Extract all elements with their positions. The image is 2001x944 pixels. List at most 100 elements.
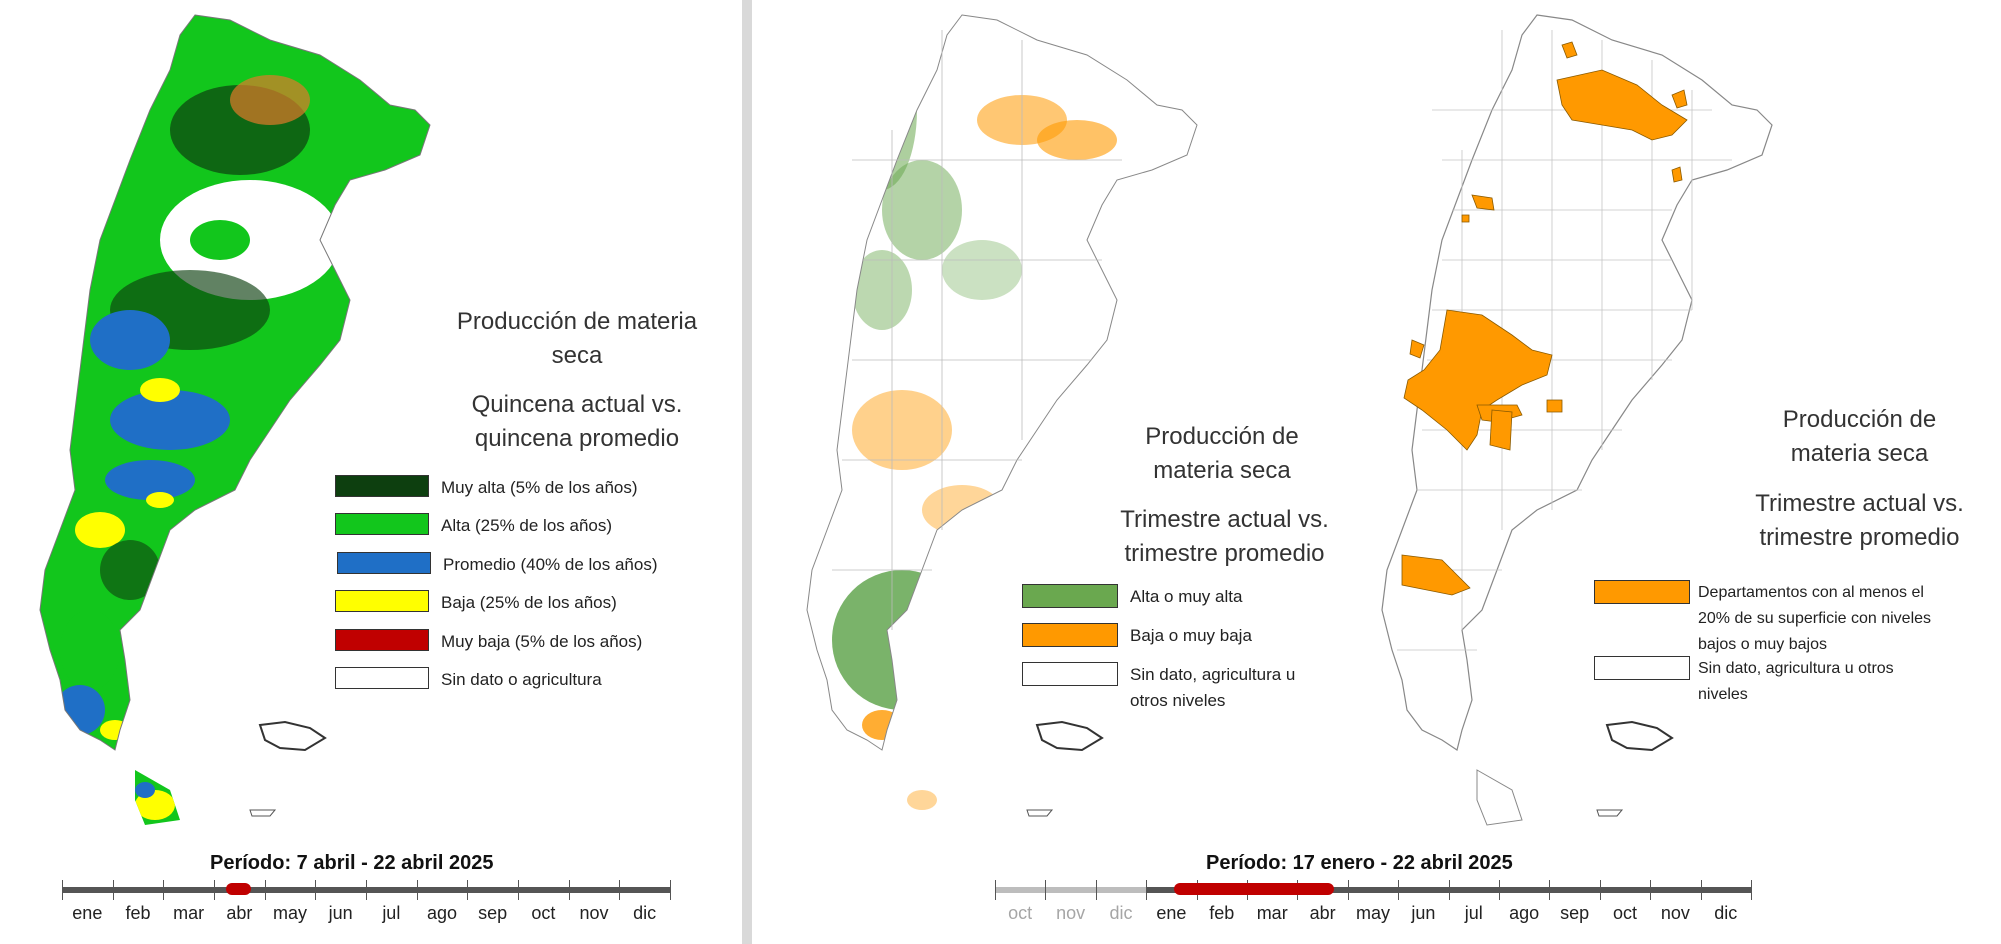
legend-swatch <box>337 552 431 574</box>
legend-swatch <box>1022 623 1118 647</box>
left-title-line1: Producción de materia <box>456 308 698 335</box>
legend-label-line2: otros niveles <box>1130 691 1226 710</box>
timeline-month-label: ene <box>72 903 103 923</box>
timeline-tick <box>619 880 621 900</box>
timeline-month-label: jun <box>1411 903 1436 923</box>
timeline-month-label: oct <box>531 903 556 923</box>
timeline-month-label: abr <box>226 903 253 923</box>
timeline-month-label: mar <box>173 903 205 923</box>
timeline-tick <box>1549 880 1551 900</box>
timeline-selection <box>225 883 251 895</box>
timeline-tick <box>1751 880 1752 900</box>
right-period-label: Período: 17 enero - 22 abril 2025 <box>1206 852 1513 874</box>
timeline-month-label: jul <box>1464 903 1483 923</box>
legend-item-sin-dato: Sin dato, agricultura u otros niveles <box>1022 662 1295 714</box>
left-subtitle-line1: Quincena actual vs. <box>471 391 683 418</box>
legend-label-line2: 20% de su superficie con niveles <box>1698 610 1932 627</box>
timeline-month-label: sep <box>478 903 508 923</box>
right-map-subtitle: Trimestre actual vs. trimestre promedio <box>1742 487 1977 555</box>
timeline-month-label: jun <box>328 903 353 923</box>
left-period-label: Período: 7 abril - 22 abril 2025 <box>210 852 494 874</box>
legend-item-sin-dato: Sin dato, agricultura u otros niveles <box>1594 656 1894 708</box>
left-map-title: Producción de materia seca <box>432 305 722 373</box>
panel-divider <box>742 0 752 944</box>
timeline-tick <box>264 880 266 900</box>
left-map-subtitle: Quincena actual vs. quincena promedio <box>432 388 722 456</box>
timeline-month-label: nov <box>1056 903 1086 923</box>
timeline-tick <box>1095 880 1097 900</box>
legend-swatch <box>335 629 429 651</box>
timeline-month-label: ago <box>1509 903 1540 923</box>
middle-subtitle-line2: trimestre promedio <box>1124 540 1325 567</box>
middle-title-line1: Producción de <box>1145 423 1299 450</box>
timeline-month-label: nov <box>1660 903 1690 923</box>
legend-label: Departamentos con al menos el 20% de su … <box>1698 580 1931 658</box>
legend-label-line2: niveles <box>1698 686 1748 703</box>
timeline-month-label: ene <box>1156 903 1187 923</box>
timeline-month-label: may <box>272 903 307 923</box>
legend-item-muy-baja: Muy baja (5% de los años) <box>335 629 642 655</box>
timeline-month-label: may <box>1355 903 1390 923</box>
timeline-tick <box>366 880 367 900</box>
left-subtitle-line2: quincena promedio <box>474 425 680 452</box>
middle-map-title: Producción de materia seca <box>1107 420 1337 488</box>
right-timeline: oct nov dic ene feb mar abr may jun jul ago sep oct n… <box>995 880 1752 927</box>
timeline-tick <box>1499 880 1500 900</box>
legend-swatch <box>1022 662 1118 686</box>
legend-item-alta-o-muy-alta: Alta o muy alta <box>1022 584 1242 610</box>
timeline-tick <box>1398 880 1400 900</box>
legend-label: Alta o muy alta <box>1130 587 1243 606</box>
legend-item-baja: Baja (25% de los años) <box>335 590 617 616</box>
timeline-bar <box>1146 887 1751 893</box>
legend-label-line1: Departamentos con al menos el <box>1698 584 1924 601</box>
timeline-month-label: abr <box>1309 903 1336 923</box>
middle-map-subtitle: Trimestre actual vs. trimestre promedio <box>1107 503 1342 571</box>
legend-label: Baja o muy baja <box>1130 626 1252 645</box>
timeline-tick <box>62 880 63 900</box>
legend-swatch <box>1594 580 1690 604</box>
legend-label: Alta (25% de los años) <box>441 516 613 535</box>
right-subtitle-line1: Trimestre actual vs. <box>1755 490 1964 517</box>
middle-title-line2: materia seca <box>1153 457 1291 484</box>
right-map-title: Producción de materia seca <box>1742 403 1977 471</box>
timeline-tick <box>315 880 317 900</box>
legend-label: Promedio (40% de los años) <box>443 555 658 574</box>
argentina-map-trimestre-pixels <box>806 14 1198 825</box>
timeline-previous-segment <box>995 887 1147 893</box>
legend-label: Baja (25% de los años) <box>441 593 617 612</box>
legend-label-line1: Sin dato, agricultura u otros <box>1698 660 1894 677</box>
legend-item-sin-dato: Sin dato o agricultura <box>335 667 602 693</box>
timeline-tick <box>163 880 165 900</box>
legend-swatch <box>1022 584 1118 608</box>
argentina-map-departamentos <box>1381 14 1773 826</box>
legend-item-baja-o-muy-baja: Baja o muy baja <box>1022 623 1252 649</box>
timeline-month-label: feb <box>125 903 151 923</box>
timeline-month-label: ago <box>426 903 458 923</box>
right-panel: Producción de materia seca Trimestre act… <box>752 0 2001 944</box>
legend-item-muy-alta: Muy alta (5% de los años) <box>335 475 638 501</box>
legend-label: Sin dato o agricultura <box>441 670 602 689</box>
legend-swatch <box>335 475 429 497</box>
legend-swatch <box>335 667 429 689</box>
argentina-map-quincena <box>39 14 431 825</box>
timeline-month-label: jul <box>382 903 401 923</box>
timeline-month-label: feb <box>1209 903 1235 923</box>
legend-item-alta: Alta (25% de los años) <box>335 513 612 539</box>
middle-subtitle-line1: Trimestre actual vs. <box>1120 506 1329 533</box>
legend-swatch <box>335 590 429 612</box>
timeline-tick <box>1045 880 1047 900</box>
timeline-month-label: oct <box>1008 903 1033 923</box>
timeline-tick <box>568 880 570 900</box>
timeline-month-label: dic <box>633 903 657 923</box>
legend-label: Muy baja (5% de los años) <box>441 632 643 651</box>
right-subtitle-line2: trimestre promedio <box>1759 524 1960 551</box>
left-title-line2: seca <box>551 342 603 369</box>
timeline-month-label: mar <box>1256 903 1288 923</box>
timeline-month-label: dic <box>1714 903 1738 923</box>
timeline-tick <box>112 880 114 900</box>
timeline-month-label: dic <box>1109 903 1133 923</box>
timeline-month-label: nov <box>579 903 609 923</box>
legend-swatch <box>1594 656 1690 680</box>
timeline-tick <box>1650 880 1652 900</box>
timeline-tick <box>467 880 469 900</box>
